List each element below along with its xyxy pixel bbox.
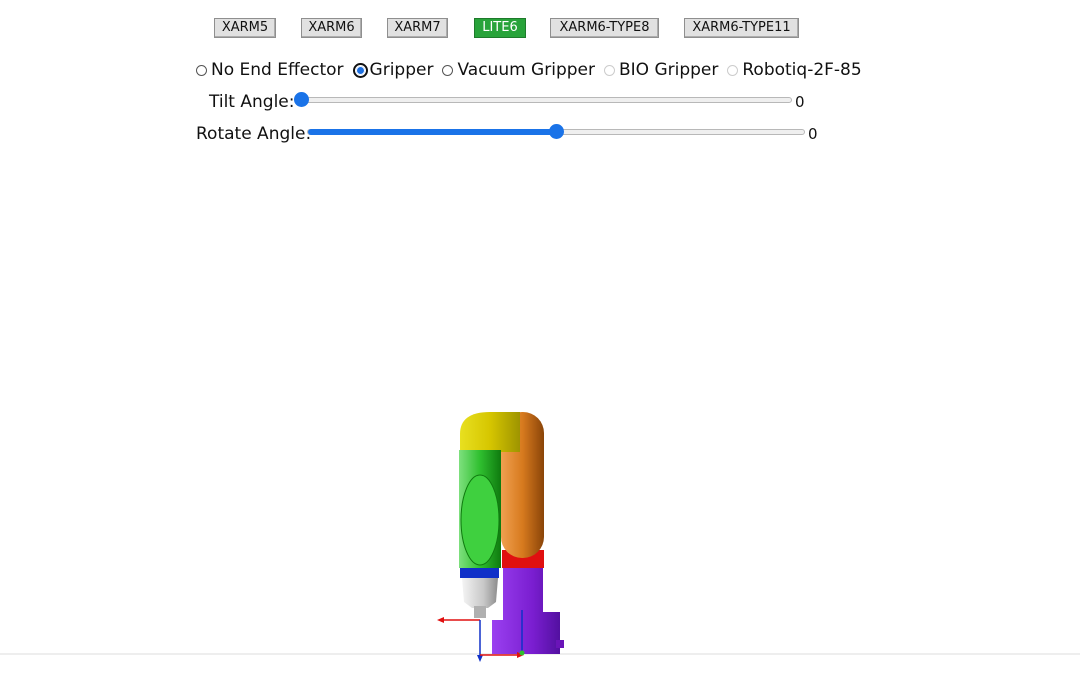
model-button-lite6[interactable]: LITE6	[474, 18, 526, 38]
rotate-angle-value: 0	[808, 125, 818, 143]
tilt-angle-slider[interactable]	[294, 92, 792, 107]
robot-arm-model	[459, 412, 564, 654]
radio-label: Vacuum Gripper	[457, 60, 595, 80]
robot-viewport[interactable]	[0, 150, 1080, 670]
radio-label: No End Effector	[211, 60, 344, 80]
rotate-angle-label: Rotate Angle:	[196, 124, 312, 144]
model-button-xarm5[interactable]: XARM5	[214, 18, 276, 38]
gripper-tip	[474, 606, 486, 618]
radio-option-no-end-effector[interactable]: No End Effector	[196, 60, 344, 80]
radio-button[interactable]	[196, 64, 207, 76]
model-button-xarm6[interactable]: XARM6	[301, 18, 362, 38]
rotate-angle-slider[interactable]	[307, 124, 805, 139]
radio-button[interactable]	[442, 64, 454, 76]
model-button-xarm6-type8[interactable]: XARM6-TYPE8	[550, 18, 659, 38]
gripper-body	[462, 578, 498, 608]
link-green-joint	[460, 474, 500, 566]
radio-button-disabled[interactable]	[603, 64, 615, 76]
rotate-slider-thumb[interactable]	[549, 124, 564, 139]
base-connector	[556, 640, 564, 648]
model-button-xarm7[interactable]: XARM7	[387, 18, 448, 38]
rotate-slider-fill	[308, 129, 556, 135]
tilt-angle-label: Tilt Angle:	[209, 92, 295, 112]
radio-button-selected[interactable]	[352, 62, 368, 78]
model-button-xarm6-type11[interactable]: XARM6-TYPE11	[684, 18, 799, 38]
tilt-slider-thumb[interactable]	[294, 92, 309, 107]
radio-option-bio-gripper[interactable]: BIO Gripper	[603, 60, 719, 80]
radio-button-disabled[interactable]	[727, 64, 739, 76]
radio-option-robotiq-2f-85[interactable]: Robotiq-2F-85	[727, 60, 862, 80]
radio-label: Robotiq-2F-85	[742, 60, 862, 80]
end-effector-radio-group: No End Effector Gripper Vacuum Gripper B…	[196, 58, 871, 82]
radio-label: BIO Gripper	[618, 60, 719, 80]
radio-option-gripper[interactable]: Gripper	[352, 60, 434, 80]
tilt-angle-value: 0	[795, 93, 805, 111]
axes-gizmo	[437, 610, 525, 662]
joint-blue	[460, 568, 499, 578]
radio-option-vacuum-gripper[interactable]: Vacuum Gripper	[442, 60, 595, 80]
link-yellow	[460, 412, 520, 452]
radio-label: Gripper	[369, 60, 434, 80]
robot-base	[492, 567, 560, 654]
